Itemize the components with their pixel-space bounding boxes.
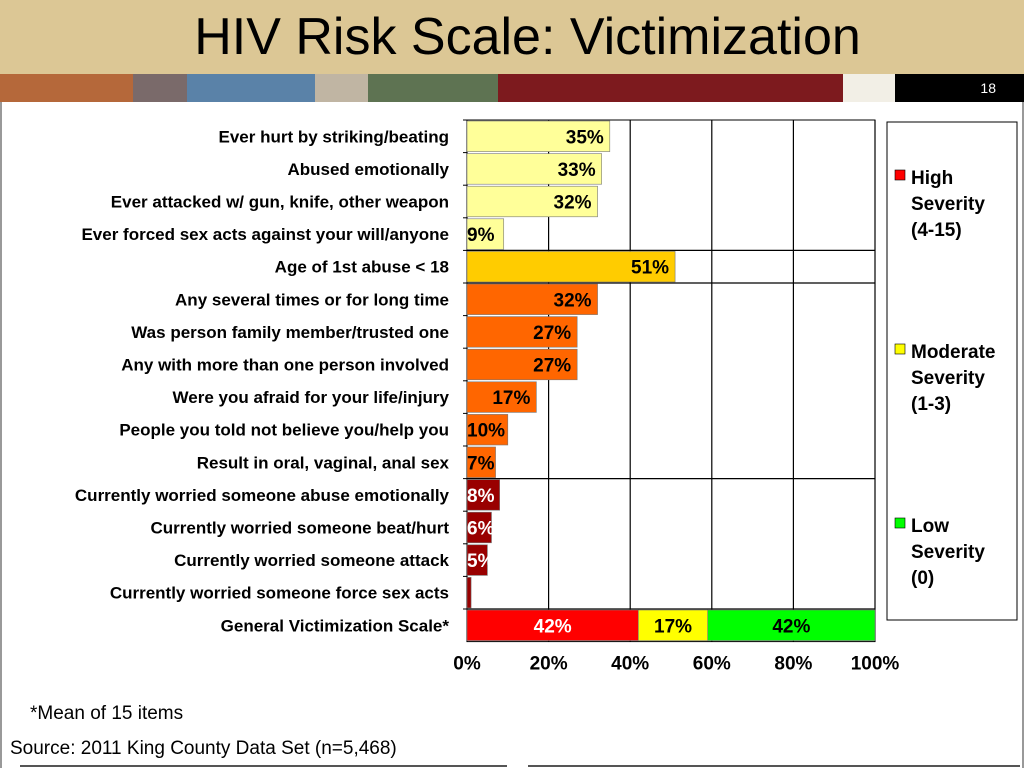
bar-data-label: 9% [467,225,495,246]
slide-title: HIV Risk Scale: Victimization [194,8,861,66]
bar-segment [638,609,709,641]
bar-data-label: 35% [566,127,604,148]
strip-segment [0,74,133,102]
bar-data-label: 17% [492,388,530,409]
source-note: Source: 2011 King County Data Set (n=5,4… [10,738,397,759]
category-label: People you told not believe you/help you [119,421,449,440]
x-tick-label: 20% [530,654,568,675]
x-tick-label: 60% [693,654,731,675]
legend-swatch [894,343,906,355]
bar-data-label: 32% [554,290,592,311]
bar-data-label: 42% [772,616,810,637]
legend-box [886,121,1018,621]
category-label: Currently worried someone abuse emotiona… [75,486,450,505]
footnote: *Mean of 15 items [30,703,184,724]
category-label: Currently worried someone attack [174,551,449,570]
category-label: Any with more than one person involved [121,356,449,375]
title-bar [0,0,1024,74]
bar-data-label: 17% [654,616,692,637]
bar-data-label: 42% [534,616,572,637]
category-label: Ever forced sex acts against your will/a… [81,225,449,244]
bar-segment [466,153,602,185]
category-label: Currently worried someone beat/hurt [151,519,450,538]
x-tick-label: 80% [774,654,812,675]
victimization-bar-chart: 0% 20% 40% 60% 80% 100% Ever hurt by striking/… [75,119,1018,675]
bar-data-label: 51% [631,258,669,279]
category-label: Was person family member/trusted one [131,323,449,342]
strip-segment [368,74,498,102]
bar-segment [466,414,509,446]
category-label: Any several times or for long time [175,290,449,309]
strip-segment [498,74,843,102]
strip-segment [133,74,187,102]
frame-left-border [0,102,2,768]
bar-segment [466,185,598,218]
page-number: 18 [980,80,996,96]
legend-label: Low [911,516,949,537]
strip-segment [187,74,315,102]
category-label: Result in oral, vaginal, anal sex [197,453,450,472]
bar-segment [466,446,496,478]
bar-data-label: 32% [554,193,592,214]
bar-data-label: 33% [558,160,596,181]
category-label: Currently worried someone force sex acts [110,584,449,603]
strip-segment [895,74,1024,102]
legend-label: (0) [911,568,934,589]
strip-segment [843,74,895,102]
bar-data-label: 7% [467,453,495,474]
bar-data-label: 1% [476,584,504,605]
bar-segment [466,609,639,641]
bar-segment [466,479,500,511]
x-tick-label: 0% [453,654,481,675]
bar-segment [466,577,472,609]
bar-segment [466,348,578,381]
legend-label: Moderate [911,342,995,363]
bar-data-label: 10% [467,421,505,442]
bottom-rule-left [20,765,507,767]
category-label: Abused emotionally [287,160,449,179]
category-label: Age of 1st abuse < 18 [275,258,449,277]
legend-label: High [911,168,953,189]
legend-label: Severity [911,368,985,389]
legend-label: Severity [911,194,985,215]
x-tick-label: 100% [851,654,900,675]
frame-right-border [1022,102,1024,768]
legend-label: Severity [911,542,985,563]
bar-segment [466,218,505,250]
category-label: Ever attacked w/ gun, knife, other weapo… [111,193,449,212]
bar-segment [466,544,488,576]
bar-segment [466,511,492,544]
decorative-color-strip [0,74,1024,102]
bar-segment [466,283,598,315]
category-label: General Victimization Scale* [221,616,450,635]
bar-data-label: 5% [467,551,495,572]
strip-segment [315,74,368,102]
bar-segment [466,381,537,413]
legend-label: (1-3) [911,394,951,415]
category-label: Ever hurt by striking/beating [219,127,450,146]
legend-swatch [894,169,906,181]
bar-data-label: 27% [533,356,571,377]
bar-data-label: 8% [467,486,495,507]
bar-data-label: 27% [533,323,571,344]
bottom-rule-right [528,765,1020,767]
bar-segment [466,316,578,348]
bar-segment [466,120,611,152]
x-tick-label: 40% [611,654,649,675]
category-label: Were you afraid for your life/injury [173,388,450,407]
legend-label: (4-15) [911,220,962,241]
bar-data-label: 6% [467,519,495,540]
legend-swatch [894,517,906,529]
bar-segment [707,609,876,641]
bar-segment [466,251,676,283]
